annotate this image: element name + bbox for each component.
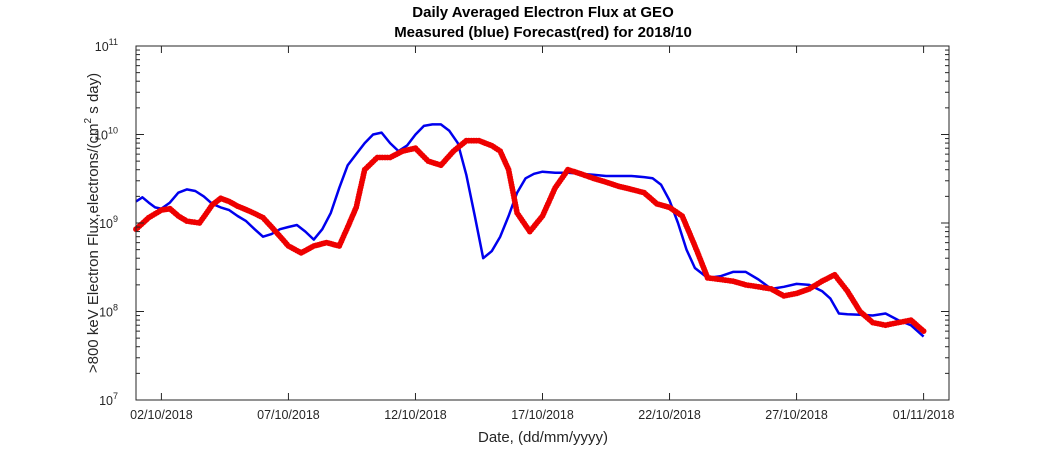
y-tick-label-exponent: 7	[113, 391, 118, 401]
y-tick-label-base: 10	[94, 129, 108, 143]
y-axis-label-main: >800 keV Electron Flux,electrons/(cm	[85, 123, 102, 373]
y-tick-label-exponent: 8	[113, 303, 118, 313]
y-tick-label-base: 10	[99, 217, 113, 231]
x-tick-label: 01/11/2018	[893, 408, 955, 422]
y-tick-label: 1011	[95, 37, 118, 54]
x-axis-label: Date, (dd/mm/yyyy)	[478, 429, 608, 446]
chart-subtitle: Measured (blue) Forecast(red) for 2018/1…	[394, 24, 692, 41]
x-axis: 02/10/2018 07/10/2018 12/10/2018 17/10/2018…	[130, 46, 954, 422]
x-tick-label: 22/10/2018	[638, 408, 701, 422]
y-tick-label-exponent: 9	[113, 214, 118, 224]
x-tick-label: 27/10/2018	[765, 408, 828, 422]
x-tick-label: 12/10/2018	[384, 408, 447, 422]
forecast-point	[920, 328, 927, 334]
x-tick-label: 07/10/2018	[257, 408, 320, 422]
y-tick-label-exponent: 11	[109, 37, 118, 47]
y-tick-label: 1010	[94, 126, 118, 143]
y-tick-label-base: 10	[95, 40, 109, 54]
y-tick-label: 108	[99, 303, 118, 320]
y-axis-label-superscript: 2	[83, 117, 94, 123]
y-axis-label-end: s day)	[85, 73, 102, 118]
y-tick-label-exponent: 10	[108, 126, 118, 136]
series-layer	[133, 123, 927, 338]
measured-series-line	[135, 123, 925, 338]
chart-title: Daily Averaged Electron Flux at GEO	[412, 4, 674, 21]
y-tick-label: 109	[99, 214, 118, 231]
y-axis-label: >800 keV Electron Flux,electrons/(cm2 s …	[83, 73, 102, 373]
x-tick-label: 02/10/2018	[130, 408, 193, 422]
y-tick-label: 107	[99, 391, 118, 408]
y-tick-label-base: 10	[99, 306, 113, 320]
x-tick-label: 17/10/2018	[511, 408, 574, 422]
y-tick-label-base: 10	[99, 394, 113, 408]
